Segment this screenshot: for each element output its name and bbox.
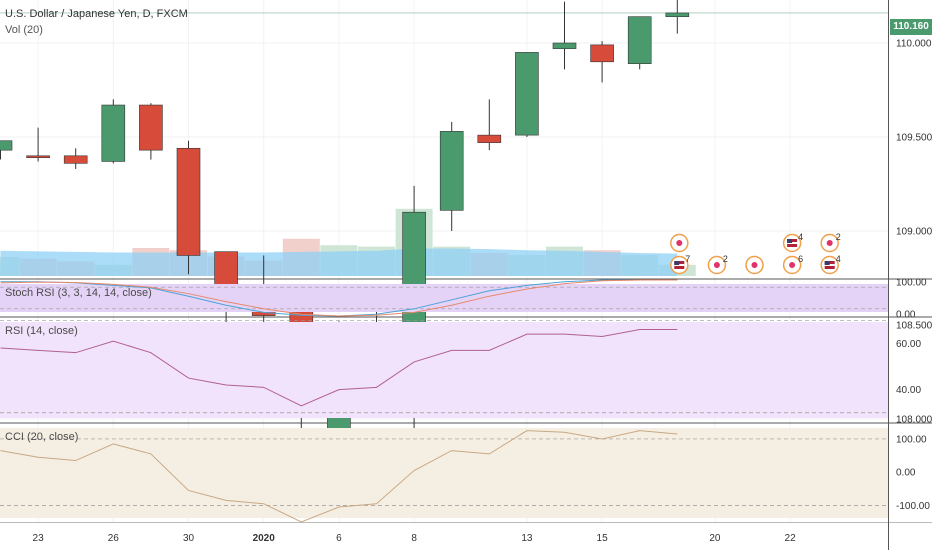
- event-count: 2: [723, 254, 728, 264]
- event-dot-icon: [713, 262, 720, 268]
- event-dot-icon: [751, 262, 758, 268]
- candle-body[interactable]: [552, 42, 577, 49]
- marker-layer[interactable]: 7 2 4 6 2 4: [670, 232, 841, 275]
- time-tick-label: 22: [785, 533, 797, 544]
- stoch-rsi-band: [0, 284, 888, 312]
- stoch-tick-label: 0.00: [896, 310, 916, 321]
- volume-layer: [0, 208, 696, 276]
- stoch-rsi-line[interactable]: [0, 279, 678, 317]
- event-count: 7: [685, 254, 690, 264]
- stoch-pane[interactable]: [0, 279, 888, 317]
- time-tick-label: 6: [336, 533, 342, 544]
- time-tick-label: 20: [709, 533, 721, 544]
- event-dot-icon: [826, 240, 833, 246]
- cci-tick-label: 100.00: [896, 434, 927, 445]
- event-marker[interactable]: 2: [707, 254, 728, 275]
- event-marker[interactable]: 2: [820, 232, 841, 253]
- candle-body[interactable]: [101, 104, 126, 162]
- us-flag-canton: [787, 239, 793, 243]
- stoch-rsi-label[interactable]: Stoch RSI (3, 3, 14, 14, close): [5, 287, 152, 299]
- volume-legend: Vol (20): [5, 24, 43, 36]
- cci-tick-label: 0.00: [896, 468, 916, 479]
- candle-body[interactable]: [590, 44, 614, 63]
- stoch-tick-label: 100.00: [896, 278, 927, 289]
- candle-body[interactable]: [63, 155, 88, 164]
- us-flag-canton: [824, 261, 830, 265]
- time-tick-label: 15: [597, 533, 609, 544]
- event-dot-icon: [676, 240, 683, 246]
- time-tick-label: 13: [521, 533, 533, 544]
- price-tick-label: 108.500: [896, 321, 932, 332]
- rsi-band: [0, 322, 888, 418]
- time-tick-label: 23: [33, 533, 45, 544]
- volume-ma-area: [0, 248, 678, 276]
- us-flag-canton: [674, 261, 680, 265]
- rsi-line[interactable]: [0, 329, 678, 407]
- time-tick-label: 26: [108, 533, 120, 544]
- event-marker[interactable]: [670, 233, 689, 253]
- cci-label[interactable]: CCI (20, close): [5, 431, 79, 443]
- candle-body[interactable]: [402, 211, 426, 341]
- time-tick-label: 30: [183, 533, 195, 544]
- candle-body[interactable]: [627, 16, 652, 64]
- candle-body[interactable]: [26, 155, 50, 158]
- event-dot-icon: [789, 262, 796, 268]
- chart-title: U.S. Dollar / Japanese Yen, D, FXCM: [5, 8, 188, 20]
- candle-body[interactable]: [515, 52, 539, 136]
- event-marker[interactable]: 6: [782, 254, 804, 275]
- price-tick-label: 110.000: [896, 39, 932, 50]
- event-marker[interactable]: 4: [782, 232, 804, 253]
- rsi-label[interactable]: RSI (14, close): [5, 325, 78, 337]
- last-price-tag: 110.160: [890, 19, 932, 35]
- cci-line[interactable]: [0, 430, 678, 523]
- event-count: 4: [836, 254, 841, 264]
- event-count: 4: [798, 232, 803, 242]
- rsi-tick-label: 60.00: [896, 339, 921, 350]
- candle-body[interactable]: [439, 131, 464, 211]
- cci-tick-label: -100.00: [896, 501, 930, 512]
- price-tick-label: 108.000: [896, 415, 932, 426]
- candle-body[interactable]: [477, 134, 502, 143]
- time-tick-label: 8: [411, 533, 417, 544]
- event-count: 6: [798, 254, 803, 264]
- event-marker[interactable]: 4: [820, 254, 841, 275]
- candle-body[interactable]: [0, 140, 13, 151]
- cci-band: [0, 428, 888, 518]
- event-count: 2: [836, 232, 841, 242]
- event-marker[interactable]: 7: [670, 254, 691, 275]
- candle-body[interactable]: [176, 147, 201, 256]
- rsi-pane[interactable]: [0, 319, 888, 418]
- axis-layer: 110.000 109.500 109.000 108.500 108.000 100.0…: [33, 39, 932, 545]
- candle-body[interactable]: [139, 104, 163, 151]
- price-tick-label: 109.500: [896, 133, 932, 144]
- price-tick-label: 109.000: [896, 227, 932, 238]
- rsi-tick-label: 40.00: [896, 385, 921, 396]
- event-marker[interactable]: [745, 255, 764, 275]
- time-tick-label: 2020: [253, 533, 276, 544]
- cci-pane[interactable]: [0, 428, 888, 523]
- candle-body[interactable]: [665, 12, 690, 17]
